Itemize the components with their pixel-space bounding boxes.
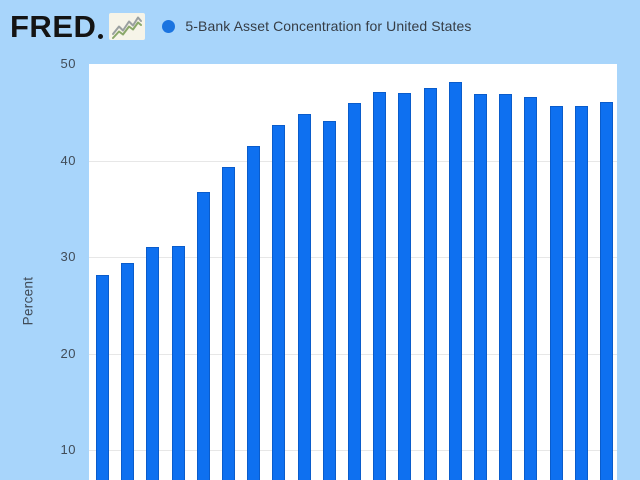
bar[interactable] bbox=[247, 146, 261, 480]
bar[interactable] bbox=[121, 262, 135, 480]
bar[interactable] bbox=[474, 93, 487, 480]
bar[interactable] bbox=[322, 120, 336, 480]
bar[interactable] bbox=[448, 82, 462, 480]
bar[interactable] bbox=[549, 106, 563, 480]
bar[interactable] bbox=[499, 93, 513, 480]
bar[interactable] bbox=[222, 167, 235, 480]
bar[interactable] bbox=[171, 246, 185, 480]
y-tick-30: 30 bbox=[60, 249, 76, 264]
bar[interactable] bbox=[348, 102, 361, 480]
legend-label[interactable]: 5-Bank Asset Concentration for United St… bbox=[185, 18, 472, 34]
y-axis-label: Percent bbox=[20, 276, 36, 326]
line-chart-icon bbox=[109, 12, 146, 40]
bar[interactable] bbox=[574, 106, 588, 480]
chart-header: FRED 5-Bank Asset Concentration for Unit… bbox=[0, 0, 640, 52]
bar[interactable] bbox=[196, 192, 210, 480]
bar[interactable] bbox=[600, 101, 613, 480]
bar[interactable] bbox=[423, 88, 437, 480]
y-tick-50: 50 bbox=[60, 56, 76, 71]
fred-logo-mark bbox=[98, 33, 104, 39]
legend: 5-Bank Asset Concentration for United St… bbox=[162, 18, 471, 34]
bar[interactable] bbox=[373, 91, 387, 480]
bar[interactable] bbox=[524, 96, 538, 480]
y-tick-10: 10 bbox=[60, 442, 76, 457]
series-dot-icon bbox=[162, 19, 176, 33]
bar[interactable] bbox=[272, 124, 286, 480]
bar[interactable] bbox=[96, 275, 109, 480]
plot-area bbox=[89, 64, 617, 480]
fred-logo-text: FRED bbox=[10, 8, 97, 44]
fred-logo[interactable]: FRED bbox=[10, 8, 104, 44]
bar[interactable] bbox=[398, 92, 412, 480]
y-tick-40: 40 bbox=[60, 152, 76, 168]
bar[interactable] bbox=[297, 114, 311, 480]
y-tick-20: 20 bbox=[60, 345, 76, 361]
bar[interactable] bbox=[146, 247, 160, 480]
